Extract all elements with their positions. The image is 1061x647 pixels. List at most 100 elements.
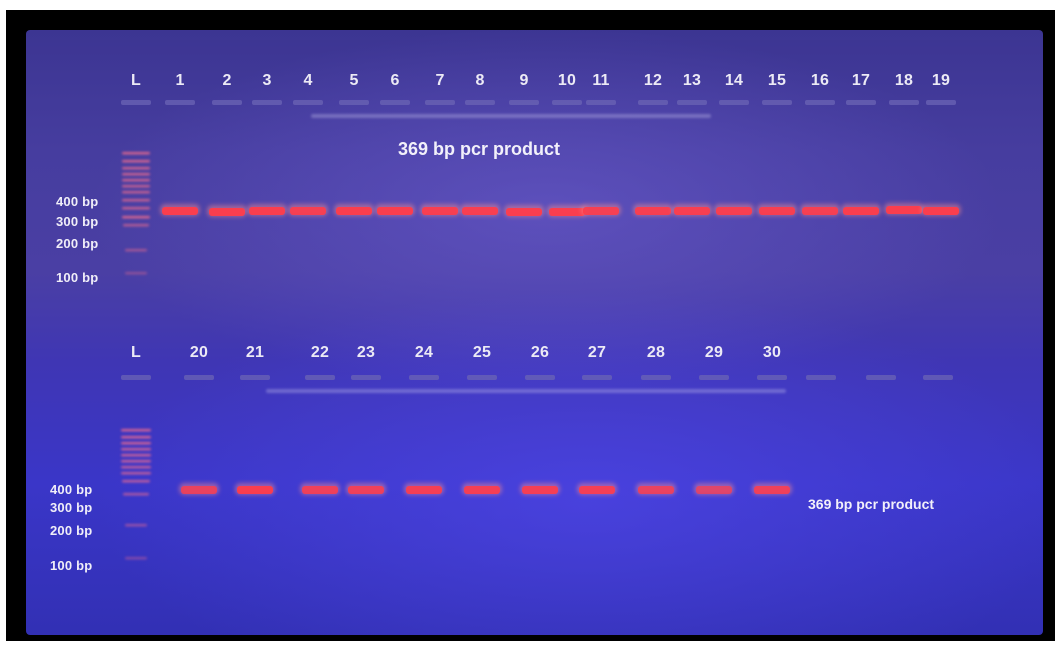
ladder-band	[125, 557, 147, 560]
ladder-band	[123, 493, 149, 496]
ladder-lane-label: L	[131, 344, 141, 361]
lane-label: 29	[704, 344, 724, 361]
sample-band	[377, 207, 413, 215]
sample-band	[635, 207, 671, 215]
lane-label: 14	[724, 72, 744, 89]
well	[699, 375, 729, 380]
well	[719, 100, 749, 105]
sample-band	[464, 486, 500, 494]
lane-label: 11	[592, 72, 610, 89]
lane-label: 18	[894, 72, 914, 89]
ladder-band	[122, 179, 150, 182]
well	[525, 375, 555, 380]
gel-drawing	[121, 100, 961, 560]
well	[552, 100, 582, 105]
sample-band	[886, 206, 922, 214]
well	[339, 100, 369, 105]
well	[866, 375, 896, 380]
ladder-band	[122, 185, 150, 188]
gel-electrophoresis-image: L 1 2 3 4 5 6 7 8 9 10 11 12 13 14 15 16 17 18 19 400 bp 300 …	[26, 30, 1043, 635]
well	[582, 375, 612, 380]
well	[165, 100, 195, 105]
image-frame: L 1 2 3 4 5 6 7 8 9 10 11 12 13 14 15 16 17 18 19 400 bp 300 …	[6, 10, 1055, 641]
sample-band	[336, 207, 372, 215]
well	[409, 375, 439, 380]
ladder-band	[121, 466, 151, 469]
sample-band	[406, 486, 442, 494]
well	[425, 100, 455, 105]
sample-band	[462, 207, 498, 215]
ladder-band	[121, 429, 151, 432]
well	[889, 100, 919, 105]
sample-band	[506, 208, 542, 216]
well	[121, 375, 151, 380]
sample-band	[843, 207, 879, 215]
well	[184, 375, 214, 380]
well	[677, 100, 707, 105]
well-smear	[311, 114, 711, 118]
sample-band	[302, 486, 338, 494]
ladder-band	[121, 472, 151, 475]
well	[806, 375, 836, 380]
lane-label: 7	[435, 72, 445, 89]
ladder-band	[122, 173, 150, 176]
lane-label: 20	[189, 344, 209, 361]
well	[926, 100, 956, 105]
lane-label: 3	[262, 72, 272, 89]
well	[509, 100, 539, 105]
lane-label: 8	[475, 72, 485, 89]
sample-band	[237, 486, 273, 494]
well	[762, 100, 792, 105]
sample-band	[522, 486, 558, 494]
sample-band	[583, 207, 619, 215]
lane-label: 15	[767, 72, 787, 89]
well	[467, 375, 497, 380]
marker-label: 400 bp	[50, 482, 93, 497]
lane-label: 25	[472, 344, 492, 361]
well	[380, 100, 410, 105]
ladder-band	[125, 272, 147, 275]
ladder-band	[122, 191, 150, 194]
lane-label: 24	[414, 344, 434, 361]
marker-label: 300 bp	[50, 500, 93, 515]
lane-label: 19	[931, 72, 951, 89]
well	[846, 100, 876, 105]
sample-band	[209, 208, 245, 216]
sample-band	[759, 207, 795, 215]
lane-label: 4	[303, 72, 313, 89]
ladder-band	[121, 436, 151, 439]
sample-band	[923, 207, 959, 215]
ladder-band	[122, 216, 150, 219]
lane-label: 16	[810, 72, 830, 89]
lane-label: 9	[519, 72, 529, 89]
well	[465, 100, 495, 105]
ladder-band	[121, 442, 151, 445]
ladder-band	[125, 249, 147, 252]
marker-label: 400 bp	[56, 194, 99, 209]
sample-band	[716, 207, 752, 215]
lane-label: 6	[390, 72, 400, 89]
well	[923, 375, 953, 380]
marker-label: 300 bp	[56, 214, 99, 229]
sample-band	[802, 207, 838, 215]
ladder-band	[121, 454, 151, 457]
ladder-band	[122, 152, 150, 155]
top-annotation: 369 bp pcr product	[398, 139, 561, 159]
well	[351, 375, 381, 380]
lane-label: 22	[310, 344, 330, 361]
lane-label: 23	[356, 344, 376, 361]
lane-label: 28	[646, 344, 666, 361]
well	[252, 100, 282, 105]
sample-band	[290, 207, 326, 215]
ladder-band	[122, 199, 150, 202]
well	[293, 100, 323, 105]
sample-band	[162, 207, 198, 215]
marker-label: 100 bp	[56, 270, 99, 285]
lane-label: 2	[222, 72, 232, 89]
ladder-lane-label: L	[131, 72, 141, 89]
sample-band	[579, 486, 615, 494]
ladder-band	[122, 167, 150, 170]
well	[638, 100, 668, 105]
lane-label: 27	[587, 344, 607, 361]
well	[641, 375, 671, 380]
